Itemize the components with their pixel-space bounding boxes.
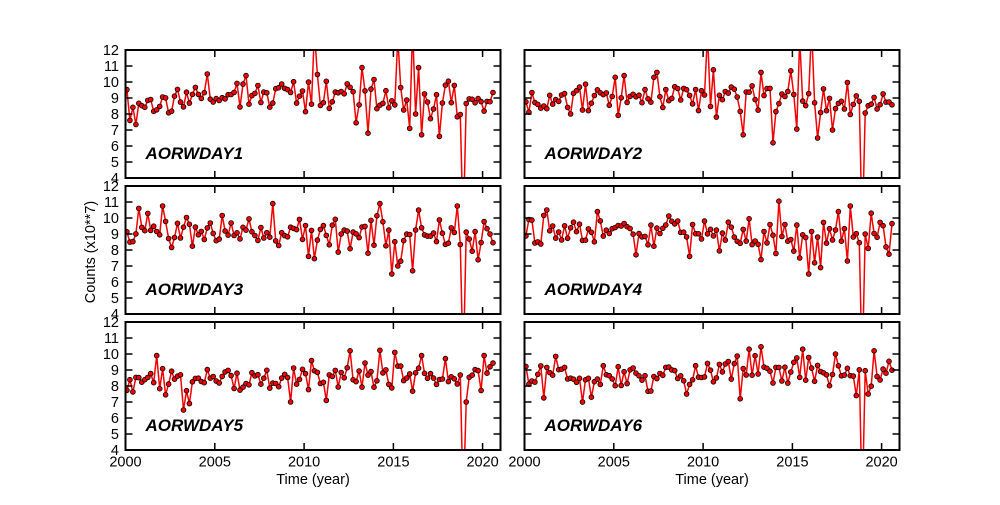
svg-text:12: 12 [103, 315, 119, 331]
svg-text:10: 10 [103, 75, 119, 91]
svg-text:2000: 2000 [109, 455, 141, 471]
svg-text:6: 6 [111, 139, 119, 155]
svg-text:6: 6 [111, 275, 119, 291]
svg-text:AORWDAY6: AORWDAY6 [544, 416, 643, 435]
svg-text:5: 5 [111, 155, 119, 171]
svg-text:2015: 2015 [377, 455, 409, 471]
svg-text:AORWDAY4: AORWDAY4 [544, 280, 643, 299]
svg-text:11: 11 [104, 195, 119, 211]
svg-text:11: 11 [104, 59, 119, 75]
svg-text:5: 5 [111, 291, 119, 307]
svg-text:8: 8 [111, 107, 119, 123]
svg-text:7: 7 [111, 123, 119, 139]
svg-text:11: 11 [104, 331, 119, 347]
svg-text:12: 12 [103, 179, 119, 195]
svg-text:Time (year): Time (year) [276, 472, 350, 488]
svg-text:4: 4 [111, 307, 119, 323]
svg-text:7: 7 [111, 395, 119, 411]
svg-text:Time (year): Time (year) [675, 472, 749, 488]
svg-text:8: 8 [111, 243, 119, 259]
svg-text:7: 7 [111, 259, 119, 275]
svg-text:2000: 2000 [508, 455, 540, 471]
svg-text:AORWDAY2: AORWDAY2 [544, 144, 643, 163]
svg-text:Counts (x10**7): Counts (x10**7) [83, 201, 99, 303]
svg-text:4: 4 [111, 443, 119, 459]
svg-text:10: 10 [103, 211, 119, 227]
svg-text:2005: 2005 [199, 455, 231, 471]
svg-text:2010: 2010 [288, 455, 320, 471]
svg-text:AORWDAY3: AORWDAY3 [145, 280, 244, 299]
svg-text:6: 6 [111, 411, 119, 427]
svg-text:AORWDAY5: AORWDAY5 [145, 416, 244, 435]
svg-text:10: 10 [103, 347, 119, 363]
svg-text:4: 4 [111, 171, 119, 187]
svg-text:8: 8 [111, 379, 119, 395]
svg-text:5: 5 [111, 427, 119, 443]
svg-text:9: 9 [111, 363, 119, 379]
svg-text:9: 9 [111, 91, 119, 107]
svg-text:2010: 2010 [687, 455, 719, 471]
svg-text:AORWDAY1: AORWDAY1 [145, 144, 244, 163]
svg-text:2015: 2015 [776, 455, 808, 471]
svg-text:2005: 2005 [598, 455, 630, 471]
svg-text:9: 9 [111, 227, 119, 243]
svg-text:12: 12 [103, 43, 119, 59]
svg-text:2020: 2020 [865, 455, 897, 471]
svg-text:2020: 2020 [466, 455, 498, 471]
